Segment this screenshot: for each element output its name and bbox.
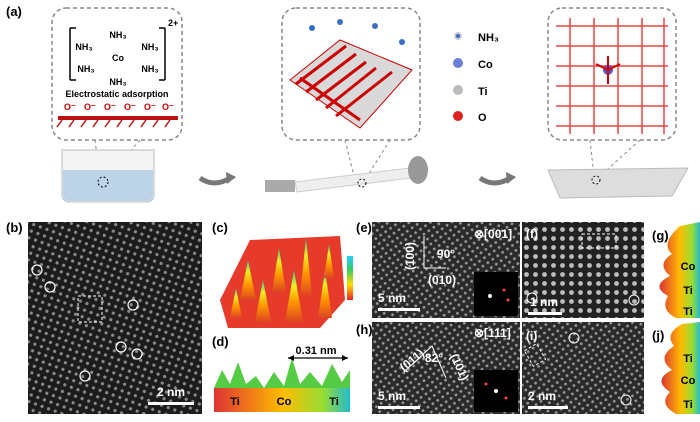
- panel-label: (a): [6, 4, 22, 19]
- ligand: NH₃: [141, 42, 158, 52]
- metal-center: Co: [112, 53, 124, 63]
- site-label: Co: [681, 375, 696, 387]
- panel-f: (f) 1 nm: [522, 222, 644, 318]
- plane-label: (100): [403, 242, 417, 270]
- ligand: NH₃: [77, 64, 94, 74]
- site-label: Co: [681, 261, 696, 273]
- panel-label: (i): [526, 329, 537, 343]
- surface-charge: O⁻: [162, 102, 174, 112]
- legend: NH₃ Co Ti O: [453, 32, 499, 124]
- legend-label: O: [478, 112, 487, 124]
- panel-b: (b) 2 nm: [6, 220, 202, 414]
- angle-label: 82°: [425, 351, 443, 365]
- panel-label: (f): [526, 227, 538, 241]
- arrow-head: [506, 172, 516, 184]
- panel-c: (c): [212, 220, 353, 328]
- complex-charge: 2+: [168, 18, 178, 28]
- scale-bar-label: 5 nm: [378, 291, 406, 305]
- arrow-head: [226, 172, 236, 184]
- zone-axis: ⊗[001]: [474, 227, 512, 241]
- panel-label: (b): [6, 220, 23, 235]
- panel-h: (h) ⊗[111] 82° (011) (101) 5 nm: [356, 322, 520, 414]
- panel-d: (d) 0.31 nm Ti Co Ti: [212, 334, 350, 412]
- site-label: Ti: [683, 399, 693, 411]
- panel-label: (j): [652, 328, 664, 343]
- scale-bar-label: 2 nm: [528, 389, 556, 403]
- legend-label: Ti: [478, 86, 488, 98]
- panel-label: (d): [212, 334, 229, 349]
- caption: Electrostatic adsorption: [65, 89, 168, 99]
- scale-bar-label: 5 nm: [378, 389, 406, 403]
- ligand: NH₃: [109, 77, 126, 87]
- legend-label: Co: [478, 59, 493, 71]
- ligand: NH₃: [75, 42, 92, 52]
- surface-charge: O⁻: [64, 102, 76, 112]
- surface-charge: O⁻: [144, 102, 156, 112]
- legend-label: NH₃: [478, 32, 499, 44]
- site-label: Ti: [329, 396, 339, 408]
- panel-label: (e): [356, 220, 372, 235]
- plane-label: (010): [428, 273, 456, 287]
- surface-charge: O⁻: [104, 102, 116, 112]
- scale-bar-label: 1 nm: [530, 295, 558, 309]
- ligand: NH₃: [141, 64, 158, 74]
- zone-axis: ⊗[111]: [474, 326, 511, 340]
- site-label: Ti: [683, 353, 693, 365]
- panel-j: (j) Ti Co Ti: [652, 322, 700, 414]
- angle-label: 90°: [437, 247, 455, 261]
- panel-label: (g): [652, 228, 669, 243]
- panel-label: (c): [212, 220, 228, 235]
- ligand: NH₃: [109, 30, 126, 40]
- surface-charge: O⁻: [84, 102, 96, 112]
- site-label: Ti: [230, 396, 240, 408]
- schematic-step-1: 2+ NH₃ NH₃ NH₃ Co NH₃ NH₃ NH₃ Electrosta…: [51, 7, 183, 203]
- scale-bar-label: 2 nm: [157, 385, 185, 399]
- schematic-step-2: [265, 7, 428, 193]
- arrow: [478, 175, 512, 186]
- surface-charge: O⁻: [124, 102, 136, 112]
- schematic-step-3: [547, 7, 689, 199]
- panel-i: (i) 2 nm: [522, 322, 644, 414]
- arrow: [198, 175, 232, 186]
- panel-g: (g) Co Ti Ti: [652, 222, 700, 318]
- site-label: Ti: [683, 285, 693, 297]
- site-label: Ti: [683, 306, 693, 318]
- distance-label: 0.31 nm: [296, 345, 337, 357]
- panel-label: (h): [356, 322, 373, 337]
- site-label: Co: [277, 396, 292, 408]
- panel-e: (e) ⊗[001] (100) 90° (010) 5 nm: [356, 220, 520, 318]
